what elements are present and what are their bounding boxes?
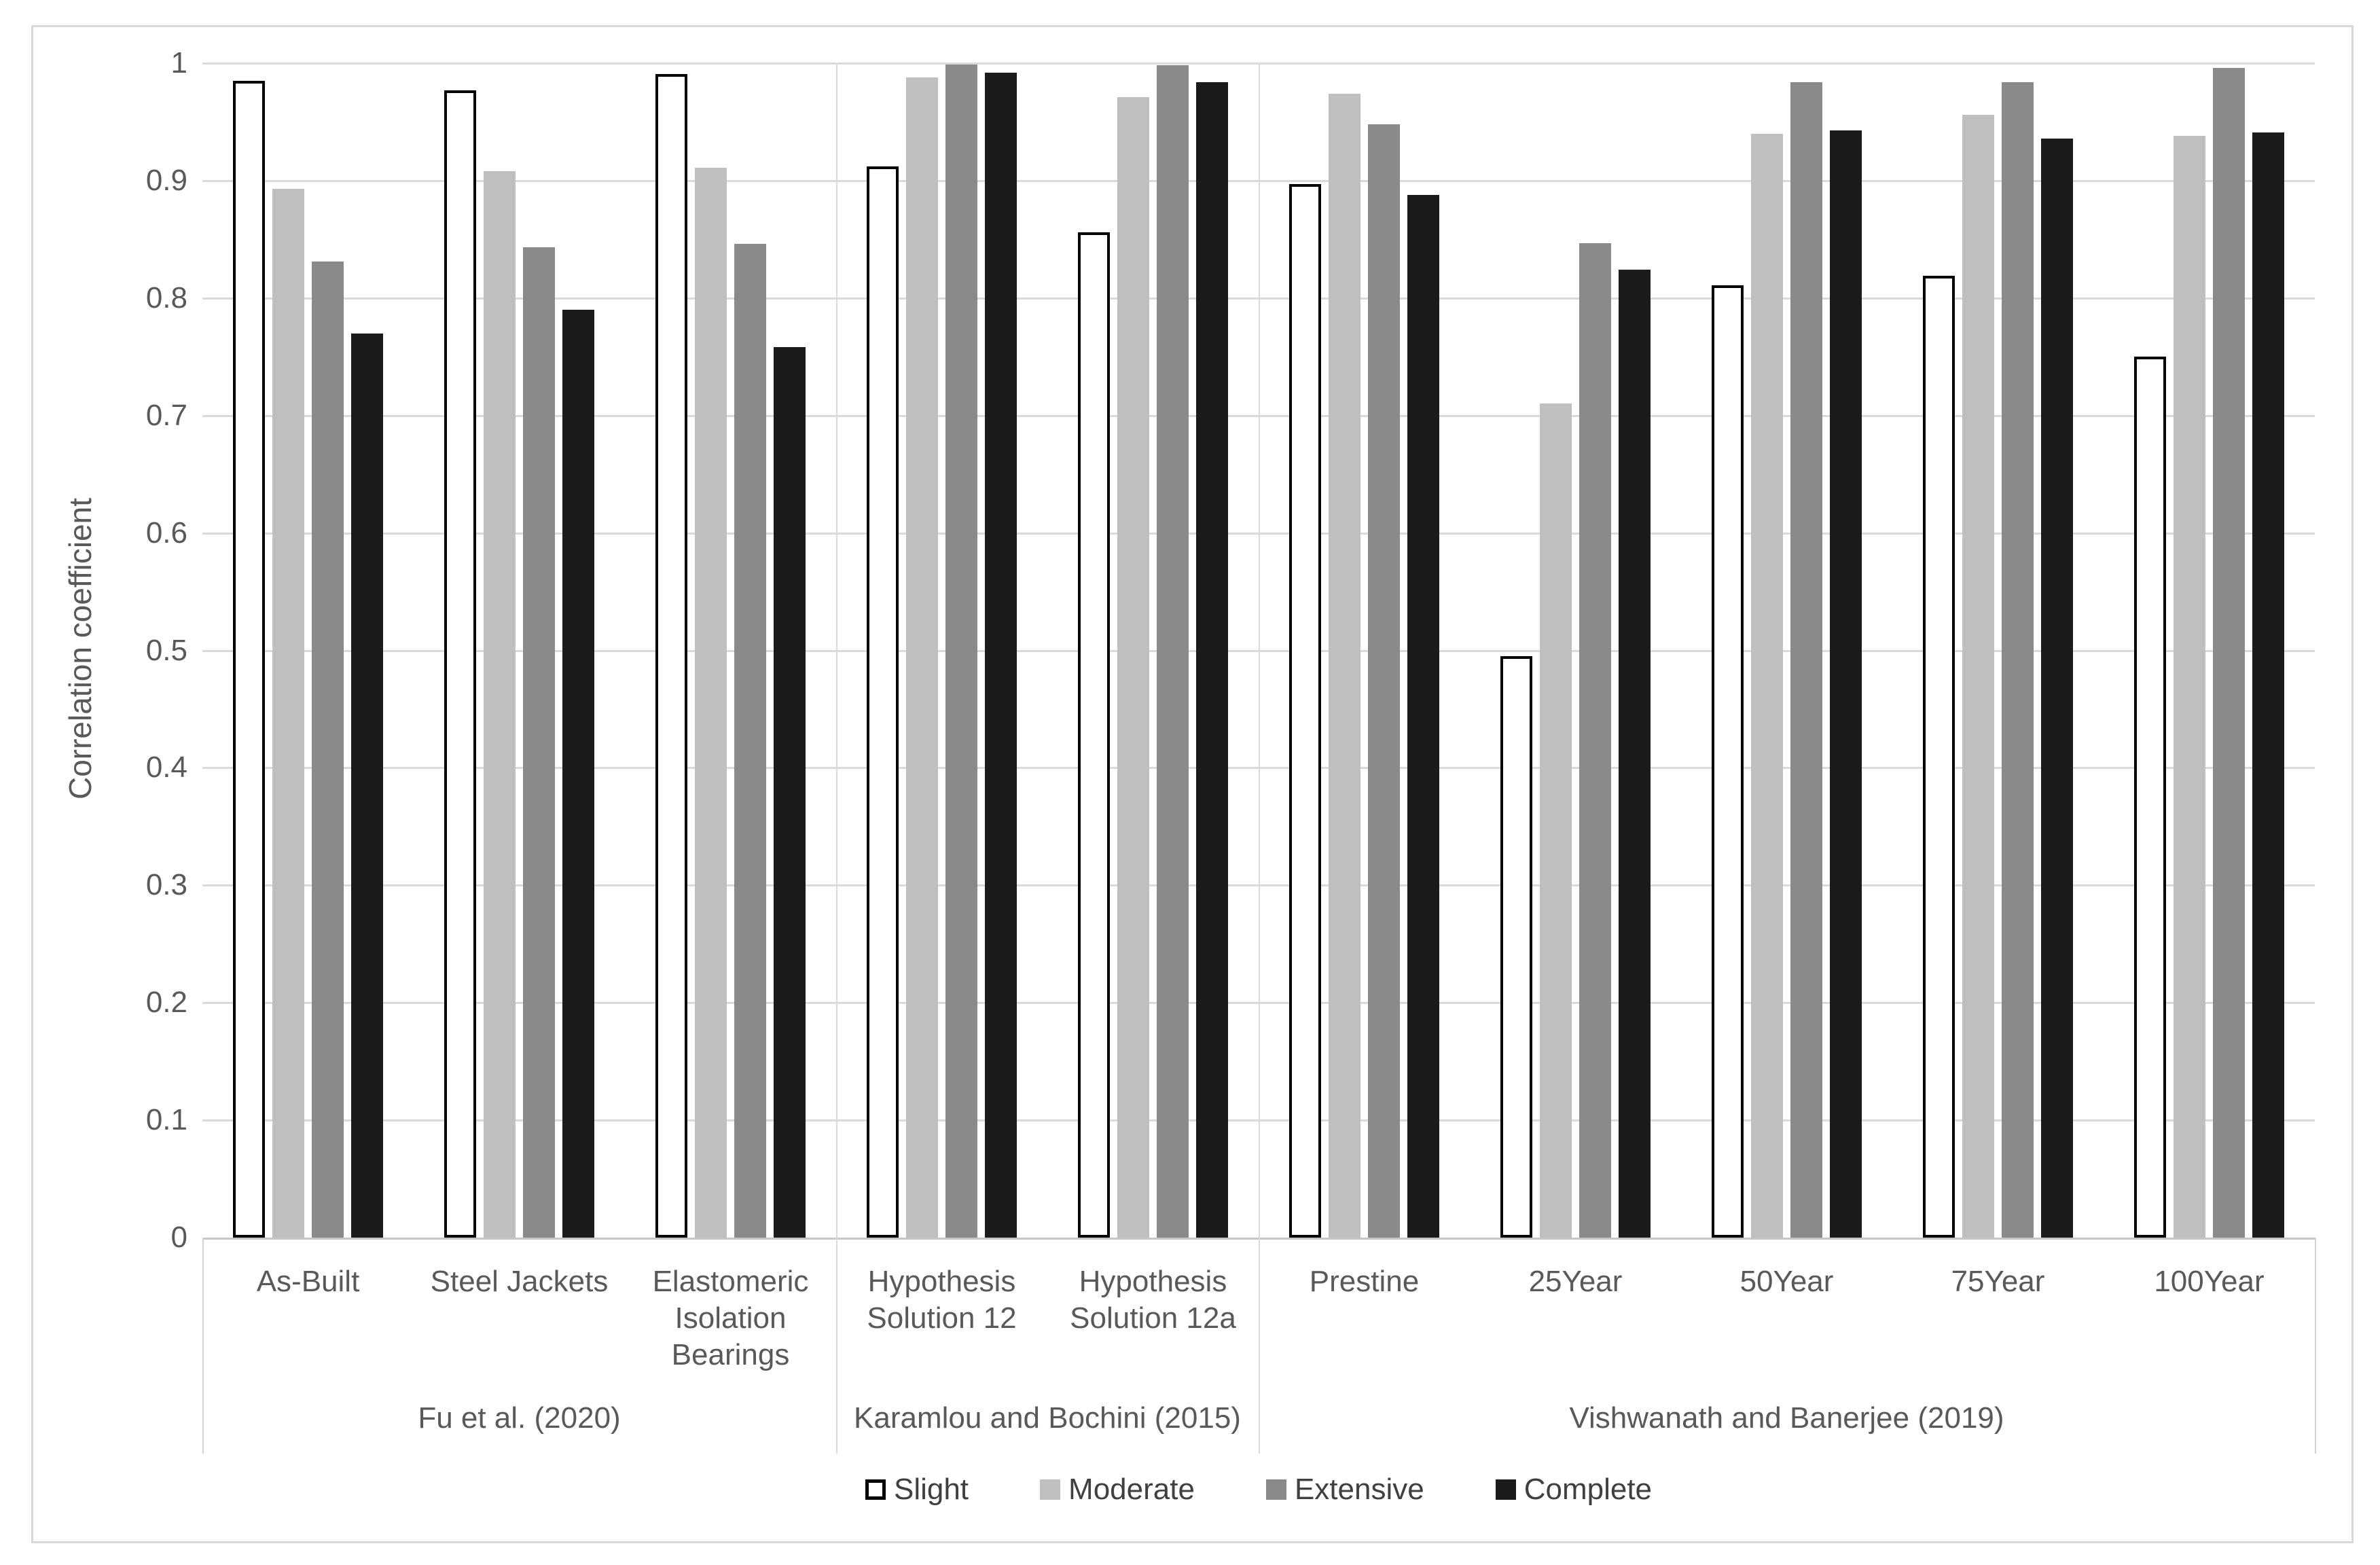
- category-label: Prestine: [1309, 1265, 1420, 1298]
- bar-extensive-25year: [1579, 243, 1611, 1238]
- bar-complete-50year: [1830, 130, 1862, 1238]
- bar-extensive-100year: [2213, 68, 2245, 1238]
- category-label: Steel Jackets: [430, 1265, 609, 1298]
- y-tick-label: 0.4: [145, 751, 187, 785]
- bar-complete-prestine: [1407, 195, 1439, 1238]
- bar-moderate-100year: [2174, 136, 2205, 1238]
- category-label: 25Year: [1528, 1265, 1623, 1298]
- y-tick-label: 0: [170, 1221, 187, 1254]
- group-label: Fu et al. (2020): [418, 1401, 621, 1435]
- legend-item-slight: Slight: [865, 1473, 969, 1507]
- bar-slight-prestine: [1289, 184, 1321, 1238]
- bar-extensive-75year: [2002, 82, 2034, 1238]
- bar-complete-hypothesis-solution-12: [985, 73, 1017, 1238]
- bar-moderate-25year: [1540, 403, 1572, 1238]
- category-label: Elastomeric Isolation Bearings: [652, 1265, 809, 1371]
- bar-slight-75year: [1923, 276, 1955, 1238]
- bar-extensive-as-built: [312, 262, 344, 1238]
- legend-item-complete: Complete: [1495, 1473, 1653, 1507]
- bar-moderate-hypothesis-solution-12: [906, 77, 938, 1238]
- bar-moderate-steel-jackets: [484, 171, 516, 1238]
- legend-item-extensive: Extensive: [1265, 1473, 1424, 1507]
- category-label: 50Year: [1739, 1265, 1834, 1298]
- bar-slight-50year: [1712, 285, 1744, 1238]
- bar-complete-as-built: [351, 334, 383, 1238]
- group-separator: [836, 63, 837, 1454]
- y-tick-label: 1: [170, 46, 187, 79]
- legend-marker-complete: [1495, 1479, 1516, 1500]
- legend-label-moderate: Moderate: [1068, 1473, 1195, 1506]
- group-label: Karamlou and Bochini (2015): [854, 1401, 1241, 1435]
- bar-slight-25year: [1500, 656, 1532, 1238]
- legend-marker-moderate: [1040, 1479, 1061, 1500]
- bar-slight-as-built: [233, 81, 265, 1238]
- legend-label-complete: Complete: [1523, 1473, 1653, 1506]
- bar-moderate-75year: [1962, 115, 1994, 1238]
- bar-extensive-hypothesis-solution-12a: [1157, 65, 1189, 1238]
- y-tick-label: 0.2: [145, 986, 187, 1020]
- legend-marker-extensive: [1265, 1479, 1286, 1500]
- y-tick-label: 0.1: [145, 1103, 187, 1137]
- bar-moderate-prestine: [1329, 94, 1360, 1238]
- label-band-edge: [202, 1238, 204, 1454]
- bar-slight-steel-jackets: [444, 90, 476, 1238]
- bar-slight-elastomeric-isolation-bearings: [655, 74, 687, 1238]
- bar-extensive-50year: [1790, 82, 1822, 1238]
- bar-complete-100year: [2252, 132, 2284, 1238]
- category-label: Hypothesis Solution 12: [867, 1265, 1017, 1335]
- legend-item-moderate: Moderate: [1040, 1473, 1195, 1507]
- category-label: As-Built: [256, 1265, 360, 1298]
- bar-moderate-as-built: [272, 189, 304, 1238]
- bar-moderate-elastomeric-isolation-bearings: [695, 168, 727, 1238]
- y-tick-label: 0.3: [145, 868, 187, 902]
- category-label: 75Year: [1951, 1265, 2045, 1298]
- legend: Slight Moderate Extensive Complete: [202, 1469, 2315, 1510]
- bar-complete-75year: [2041, 139, 2073, 1238]
- y-tick-label: 0.6: [145, 516, 187, 550]
- bar-slight-100year: [2134, 357, 2166, 1238]
- category-label: 100Year: [2154, 1265, 2265, 1298]
- label-band-edge: [2315, 1238, 2316, 1454]
- y-tick-label: 0.9: [145, 163, 187, 197]
- y-tick-label: 0.5: [145, 633, 187, 667]
- y-tick-label: 0.8: [145, 281, 187, 314]
- bar-extensive-prestine: [1368, 124, 1400, 1238]
- bar-slight-hypothesis-solution-12a: [1078, 232, 1110, 1238]
- bar-moderate-50year: [1751, 134, 1783, 1238]
- legend-label-extensive: Extensive: [1294, 1473, 1424, 1506]
- bar-complete-hypothesis-solution-12a: [1196, 82, 1228, 1238]
- category-label: Hypothesis Solution 12a: [1070, 1265, 1236, 1335]
- group-separator: [1259, 63, 1260, 1454]
- bar-extensive-hypothesis-solution-12: [945, 65, 977, 1238]
- bar-moderate-hypothesis-solution-12a: [1117, 97, 1149, 1238]
- bar-extensive-steel-jackets: [523, 247, 555, 1238]
- legend-label-slight: Slight: [893, 1473, 969, 1506]
- bar-complete-elastomeric-isolation-bearings: [774, 347, 806, 1238]
- group-label: Vishwanath and Banerjee (2019): [1569, 1401, 2004, 1435]
- bar-complete-25year: [1619, 270, 1651, 1238]
- bar-extensive-elastomeric-isolation-bearings: [734, 244, 766, 1238]
- y-tick-label: 0.7: [145, 398, 187, 432]
- bar-slight-hypothesis-solution-12: [867, 166, 899, 1238]
- bar-complete-steel-jackets: [562, 310, 594, 1238]
- legend-marker-slight: [865, 1479, 886, 1500]
